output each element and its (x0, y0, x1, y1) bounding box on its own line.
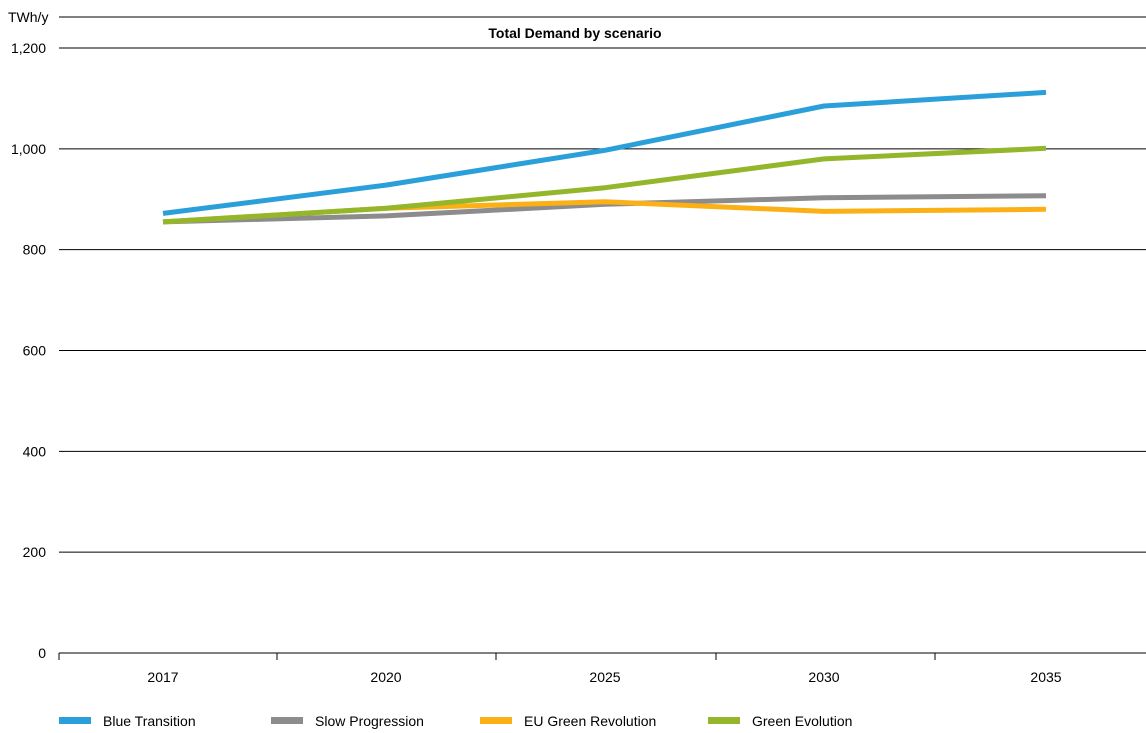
chart-title: Total Demand by scenario (488, 25, 661, 41)
legend-label: Green Evolution (752, 713, 852, 729)
y-tick-label: 800 (23, 242, 47, 258)
y-tick-label: 200 (23, 544, 47, 560)
x-axis-tick-labels: 2017 2020 2025 2030 2035 (147, 669, 1061, 685)
legend-item: Blue Transition (59, 713, 196, 729)
legend-item: Green Evolution (708, 713, 852, 729)
legend-label: Blue Transition (103, 713, 196, 729)
legend-swatch (271, 717, 303, 724)
y-axis-tick-labels: 0 200 400 600 800 1,000 1,200 (11, 40, 46, 661)
x-tick-label: 2020 (370, 669, 401, 685)
series-lines (162, 89, 1047, 225)
legend-label: Slow Progression (315, 713, 424, 729)
series-line (162, 145, 1047, 225)
legend-item: Slow Progression (271, 713, 424, 729)
x-tick-label: 2025 (589, 669, 620, 685)
legend: Blue Transition Slow Progression EU Green … (59, 713, 852, 729)
y-tick-label: 400 (23, 443, 47, 459)
legend-swatch (708, 717, 740, 724)
x-tick-label: 2030 (808, 669, 839, 685)
legend-item: EU Green Revolution (480, 713, 656, 729)
legend-swatch (59, 717, 91, 724)
y-axis-unit-label: TWh/y (8, 9, 48, 25)
x-tick-label: 2017 (147, 669, 178, 685)
y-tick-label: 600 (23, 343, 47, 359)
y-tick-label: 1,200 (11, 40, 46, 56)
legend-label: EU Green Revolution (524, 713, 656, 729)
x-axis (58, 652, 1146, 660)
series-line (162, 89, 1047, 216)
x-tick-label: 2035 (1030, 669, 1061, 685)
legend-swatch (480, 717, 512, 724)
y-tick-label: 1,000 (11, 141, 46, 157)
y-tick-label: 0 (38, 645, 46, 661)
